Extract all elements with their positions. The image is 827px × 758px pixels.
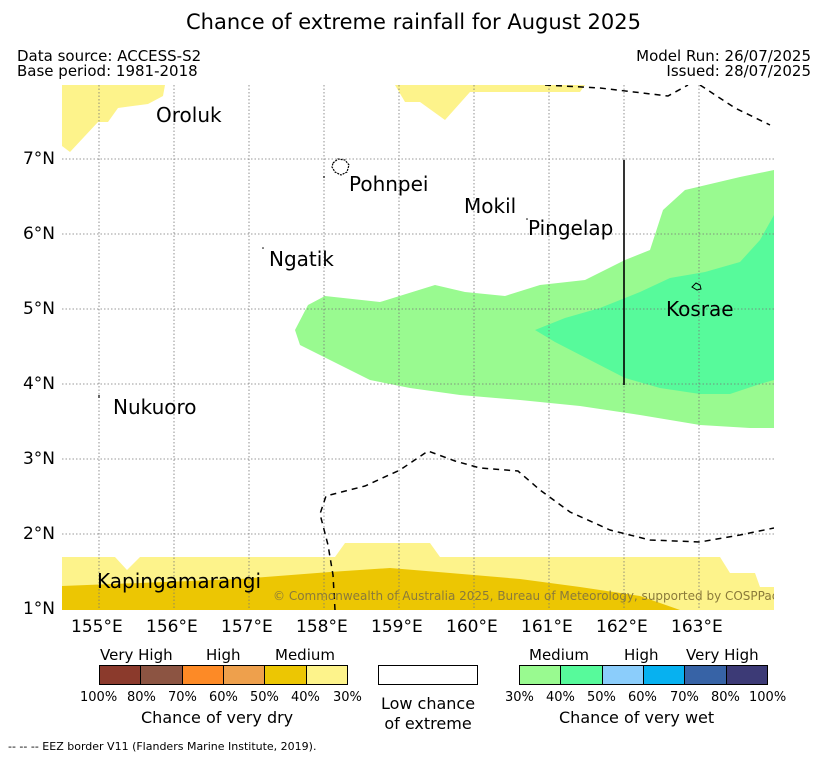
lon-tick: 159°E bbox=[371, 617, 423, 637]
place-pohnpei: Pohnpei bbox=[349, 172, 429, 196]
lat-tick: 7°N bbox=[22, 149, 55, 169]
lat-tick: 3°N bbox=[22, 449, 55, 469]
wet-medium-label: Medium bbox=[529, 646, 589, 664]
lon-tick: 160°E bbox=[446, 617, 498, 637]
wet-caption: Chance of very wet bbox=[559, 708, 715, 727]
pohnpei-island bbox=[331, 158, 350, 176]
wet-pct: 50% bbox=[587, 690, 616, 705]
wet-swatch-1 bbox=[561, 666, 603, 684]
dry-swatch-3 bbox=[223, 666, 266, 684]
rainfall-map: © Commonwealth of Australia 2025, Bureau… bbox=[62, 85, 778, 610]
lat-tick: 1°N bbox=[22, 599, 55, 619]
place-mokil: Mokil bbox=[464, 194, 517, 218]
dry-swatch-1 bbox=[141, 666, 183, 684]
dry-swatch-5 bbox=[306, 666, 347, 684]
lon-tick: 163°E bbox=[671, 617, 723, 637]
low-chance-swatch bbox=[378, 665, 478, 685]
lat-tick: 4°N bbox=[22, 374, 55, 394]
lon-tick: 162°E bbox=[596, 617, 648, 637]
wet-swatch-0 bbox=[520, 666, 562, 684]
pingelap-dot bbox=[526, 218, 528, 220]
lon-tick: 156°E bbox=[146, 617, 198, 637]
dry-color-scale bbox=[99, 665, 348, 685]
place-oroluk: Oroluk bbox=[156, 103, 222, 127]
low-chance-label-2: of extreme bbox=[384, 714, 472, 733]
place-kosrae: Kosrae bbox=[666, 297, 734, 321]
eez-footnote: -- -- -- EEZ border V11 (Flanders Marine… bbox=[8, 740, 317, 753]
place-ngatik: Ngatik bbox=[269, 247, 334, 271]
dry-very-high-label: Very High bbox=[100, 646, 173, 664]
wet-pct: 40% bbox=[546, 690, 575, 705]
wet-high-label: High bbox=[624, 646, 659, 664]
low-chance-label-1: Low chance bbox=[380, 694, 476, 713]
eez-border bbox=[319, 85, 774, 610]
wet-swatch-5 bbox=[726, 666, 767, 684]
wet-pct: 80% bbox=[711, 690, 740, 705]
dry-medium-label: Medium bbox=[275, 646, 335, 664]
dry-region-oroluk bbox=[62, 85, 165, 152]
dry-region-top bbox=[395, 85, 585, 120]
ngatik-dot bbox=[262, 247, 264, 249]
dry-caption: Chance of very dry bbox=[141, 708, 294, 727]
dry-high-label: High bbox=[206, 646, 241, 664]
wet-pct: 70% bbox=[670, 690, 699, 705]
issued-date: Issued: 28/07/2025 bbox=[666, 62, 811, 80]
wet-swatch-3 bbox=[643, 666, 686, 684]
lon-tick: 157°E bbox=[221, 617, 273, 637]
model-run: Model Run: 26/07/2025 bbox=[636, 47, 811, 65]
lat-tick: 6°N bbox=[22, 224, 55, 244]
lon-tick: 158°E bbox=[296, 617, 348, 637]
copyright-text: © Commonwealth of Australia 2025, Bureau… bbox=[273, 589, 778, 603]
place-pingelap: Pingelap bbox=[528, 216, 614, 240]
dry-swatch-2 bbox=[182, 666, 224, 684]
dry-region-kapingamarangi bbox=[62, 568, 680, 610]
lat-tick: 2°N bbox=[22, 524, 55, 544]
wet-swatch-2 bbox=[602, 666, 644, 684]
dry-pct: 40% bbox=[291, 690, 320, 705]
ant-atoll bbox=[323, 176, 325, 178]
lon-tick: 161°E bbox=[521, 617, 573, 637]
dry-pct: 50% bbox=[250, 690, 279, 705]
place-kapingamarangi: Kapingamarangi bbox=[97, 569, 262, 593]
dry-pct: 30% bbox=[333, 690, 362, 705]
data-source: Data source: ACCESS-S2 bbox=[17, 47, 202, 65]
kosrae-island bbox=[691, 282, 702, 291]
dry-pct: 100% bbox=[80, 690, 118, 705]
dry-pct: 80% bbox=[127, 690, 156, 705]
dry-pct: 70% bbox=[168, 690, 197, 705]
lat-tick: 5°N bbox=[22, 299, 55, 319]
dry-swatch-0 bbox=[100, 666, 142, 684]
wet-very-high-label: Very High bbox=[686, 646, 759, 664]
wet-pct: 60% bbox=[628, 690, 657, 705]
dry-pct: 60% bbox=[209, 690, 238, 705]
wet-region-high bbox=[535, 215, 774, 394]
wet-pct: 100% bbox=[749, 690, 787, 705]
chart-title: Chance of extreme rainfall for August 20… bbox=[186, 10, 641, 34]
wet-color-scale bbox=[519, 665, 768, 685]
wet-swatch-4 bbox=[685, 666, 727, 684]
base-period: Base period: 1981-2018 bbox=[17, 62, 198, 80]
lon-tick: 155°E bbox=[71, 617, 123, 637]
dry-swatch-4 bbox=[265, 666, 307, 684]
place-nukuoro: Nukuoro bbox=[113, 395, 197, 419]
wet-pct: 30% bbox=[505, 690, 534, 705]
